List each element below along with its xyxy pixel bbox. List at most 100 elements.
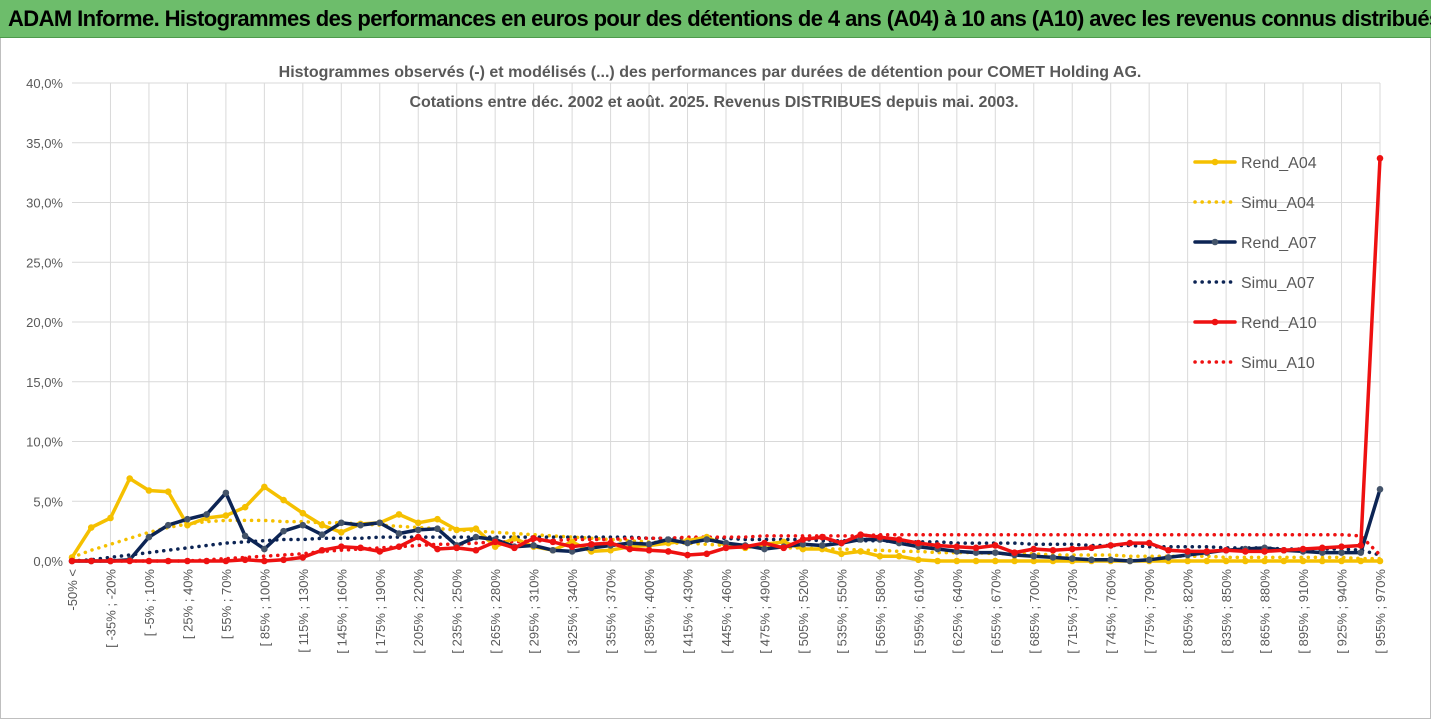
data-point bbox=[664, 536, 672, 543]
data-point bbox=[87, 524, 95, 531]
legend-marker bbox=[1211, 238, 1219, 246]
data-point bbox=[991, 557, 999, 565]
data-point bbox=[107, 514, 114, 522]
data-point bbox=[1145, 556, 1153, 564]
data-point bbox=[414, 526, 422, 534]
data-point bbox=[549, 546, 557, 554]
data-point bbox=[1203, 557, 1211, 565]
data-point bbox=[953, 548, 961, 555]
x-tick-label: [ -5% ; 10% bbox=[142, 569, 157, 637]
grid-lines bbox=[72, 82, 1381, 562]
data-point bbox=[241, 532, 249, 540]
data-point bbox=[1126, 557, 1134, 565]
data-point bbox=[934, 557, 941, 565]
data-point bbox=[280, 527, 287, 535]
data-point bbox=[568, 548, 576, 555]
data-point bbox=[1165, 554, 1172, 561]
data-point bbox=[857, 531, 864, 539]
x-tick-label: [ 145% ; 160% bbox=[334, 569, 349, 654]
data-point bbox=[549, 538, 557, 546]
y-tick-label: 0,0% bbox=[33, 554, 63, 569]
data-point bbox=[645, 540, 653, 548]
data-point bbox=[1338, 549, 1345, 556]
data-point bbox=[1242, 548, 1249, 555]
x-tick-label: [ 505% ; 520% bbox=[796, 569, 811, 654]
data-point bbox=[1357, 549, 1365, 556]
x-tick-label: [ 415% ; 430% bbox=[681, 569, 696, 654]
data-point bbox=[799, 540, 807, 548]
data-point bbox=[318, 531, 326, 539]
x-tick-label: [ 265% ; 280% bbox=[488, 569, 503, 654]
data-point bbox=[472, 546, 480, 554]
data-point bbox=[453, 544, 461, 552]
data-point bbox=[1222, 546, 1230, 554]
data-point bbox=[337, 529, 345, 536]
data-point bbox=[453, 526, 461, 534]
data-point bbox=[1107, 556, 1115, 564]
data-point bbox=[1184, 548, 1191, 555]
x-tick-label: [ 775% ; 790% bbox=[1142, 569, 1157, 654]
data-point bbox=[1049, 546, 1057, 554]
data-point bbox=[761, 539, 768, 547]
data-point bbox=[511, 534, 518, 542]
data-point bbox=[991, 542, 999, 549]
data-point bbox=[203, 557, 210, 565]
data-point bbox=[799, 545, 807, 553]
y-tick-label: 5,0% bbox=[33, 494, 63, 509]
data-point bbox=[241, 503, 249, 511]
data-point bbox=[953, 543, 961, 550]
data-point bbox=[87, 557, 95, 565]
data-point bbox=[107, 557, 114, 565]
data-point bbox=[261, 557, 268, 565]
data-point bbox=[261, 483, 268, 491]
x-tick-label: [ 535% ; 550% bbox=[834, 569, 849, 654]
x-tick-label: [ 595% ; 610% bbox=[911, 569, 926, 654]
x-tick-label: [ 295% ; 310% bbox=[527, 569, 542, 654]
data-point bbox=[1030, 545, 1038, 553]
data-point bbox=[434, 525, 441, 533]
data-point bbox=[1088, 556, 1095, 564]
data-point bbox=[780, 538, 788, 546]
data-point bbox=[588, 540, 595, 548]
data-point bbox=[1376, 486, 1384, 493]
x-tick-label: [ 115% ; 130% bbox=[296, 569, 311, 653]
data-point bbox=[241, 556, 249, 564]
data-point bbox=[530, 534, 537, 542]
data-point bbox=[972, 544, 980, 552]
data-point bbox=[126, 475, 134, 482]
y-tick-label: 20,0% bbox=[26, 315, 63, 330]
data-point bbox=[1184, 557, 1191, 565]
x-tick-label: [ 955% ; 970% bbox=[1373, 569, 1388, 654]
data-point bbox=[68, 557, 76, 565]
data-point bbox=[203, 511, 210, 518]
y-axis: 0,0% 5,0% 10,0% 15,0% 20,0% 25,0% 30,0% 35,0% 40… bbox=[26, 76, 63, 569]
data-point bbox=[395, 543, 403, 550]
data-point bbox=[895, 552, 903, 560]
x-tick-label: [ 925% ; 940% bbox=[1335, 569, 1350, 654]
data-point bbox=[222, 557, 230, 565]
x-tick-label: [ 895% ; 910% bbox=[1296, 569, 1311, 654]
data-point bbox=[414, 533, 422, 541]
data-point bbox=[1338, 543, 1345, 550]
x-tick-label: [ 565% ; 580% bbox=[873, 569, 888, 654]
data-point bbox=[1357, 542, 1365, 549]
data-point bbox=[722, 544, 730, 552]
data-point bbox=[472, 533, 480, 541]
data-point bbox=[434, 545, 441, 553]
data-point bbox=[684, 539, 691, 547]
data-point bbox=[222, 512, 230, 519]
data-point bbox=[972, 557, 980, 565]
x-tick-label: [ 445% ; 460% bbox=[719, 569, 734, 654]
data-point bbox=[318, 521, 326, 529]
data-point bbox=[395, 511, 403, 518]
data-point bbox=[164, 557, 172, 565]
data-point bbox=[1068, 555, 1076, 562]
data-point bbox=[1203, 548, 1211, 555]
x-tick-label: [ 55% ; 70% bbox=[219, 569, 234, 640]
data-point bbox=[857, 536, 864, 543]
report-title: ADAM Informe. Histogrammes des performan… bbox=[8, 6, 1431, 31]
data-point bbox=[280, 556, 287, 564]
data-point bbox=[337, 519, 345, 527]
data-point bbox=[145, 557, 153, 565]
x-tick-label: [ 805% ; 820% bbox=[1181, 569, 1196, 654]
